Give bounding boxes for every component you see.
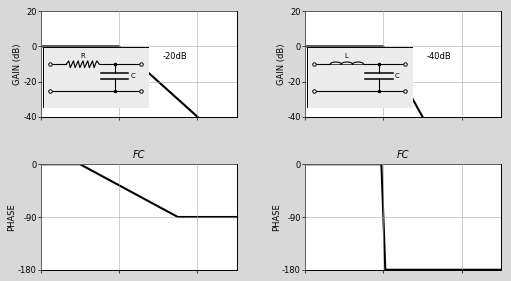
Text: -40dB: -40dB	[426, 52, 451, 61]
Y-axis label: PHASE: PHASE	[8, 203, 16, 231]
Y-axis label: PHASE: PHASE	[272, 203, 281, 231]
Text: FC: FC	[132, 150, 145, 160]
Y-axis label: GAIN (dB): GAIN (dB)	[13, 43, 22, 85]
Y-axis label: GAIN (dB): GAIN (dB)	[277, 43, 286, 85]
Text: FC: FC	[397, 150, 409, 160]
Text: -20dB: -20dB	[162, 52, 187, 61]
